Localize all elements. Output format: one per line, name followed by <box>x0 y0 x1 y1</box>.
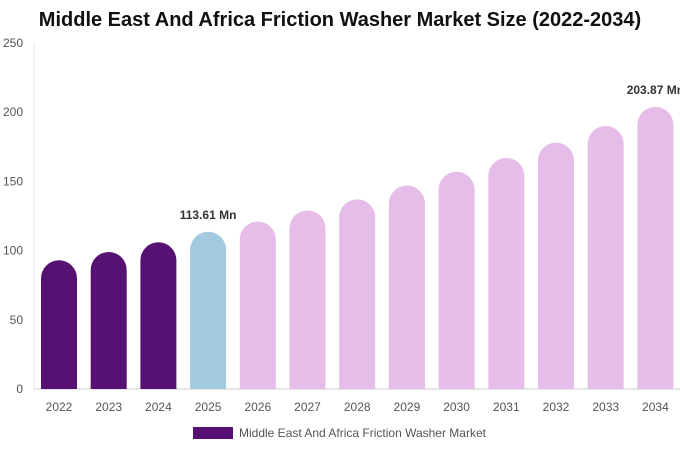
y-tick-label: 50 <box>10 313 24 327</box>
bar-2024 <box>140 242 177 389</box>
x-tick-label: 2022 <box>46 400 73 414</box>
x-tick-label: 2030 <box>443 400 470 414</box>
x-tick-label: 2032 <box>543 400 570 414</box>
y-tick-label: 100 <box>3 244 23 258</box>
bar-2026 <box>239 221 276 389</box>
x-tick-label: 2026 <box>244 400 271 414</box>
bar-2027 <box>289 210 326 389</box>
legend-label: Middle East And Africa Friction Washer M… <box>239 426 486 440</box>
x-tick-label: 2023 <box>95 400 122 414</box>
y-tick-label: 250 <box>3 36 23 50</box>
chart-title: Middle East And Africa Friction Washer M… <box>38 9 642 31</box>
y-tick-label: 0 <box>16 382 23 396</box>
x-tick-label: 2027 <box>294 400 321 414</box>
x-tick-label: 2034 <box>642 400 669 414</box>
x-axis: 2022 2023 2024 2025 2026 2027 2028 2029 2030 2031… <box>46 400 669 414</box>
bar-2028 <box>339 199 376 389</box>
bar-2034 <box>637 106 674 389</box>
x-tick-label: 2031 <box>493 400 520 414</box>
data-label-2025: 113.61 Mn <box>180 208 237 222</box>
x-tick-label: 2025 <box>195 400 222 414</box>
data-label-2034: 203.87 Mn <box>627 83 680 97</box>
bar-2030 <box>438 171 475 389</box>
x-tick-label: 2029 <box>394 400 421 414</box>
bars <box>41 106 674 390</box>
y-tick-label: 200 <box>3 105 23 119</box>
legend: Middle East And Africa Friction Washer M… <box>193 425 486 441</box>
bar-2032 <box>538 142 574 389</box>
y-tick-label: 150 <box>3 174 23 188</box>
bar-2022 <box>41 260 77 389</box>
y-axis: 0 50 100 150 200 250 <box>3 36 23 396</box>
x-tick-label: 2024 <box>145 400 172 414</box>
bar-2029 <box>388 185 425 389</box>
bar-2033 <box>587 126 624 390</box>
bar-2025 <box>190 231 227 389</box>
legend-swatch <box>193 427 233 439</box>
bar-2031 <box>488 157 525 389</box>
x-tick-label: 2033 <box>592 400 619 414</box>
bar-2023 <box>90 251 127 389</box>
data-labels: 113.61 Mn 203.87 Mn <box>180 83 680 222</box>
x-tick-label: 2028 <box>344 400 371 414</box>
